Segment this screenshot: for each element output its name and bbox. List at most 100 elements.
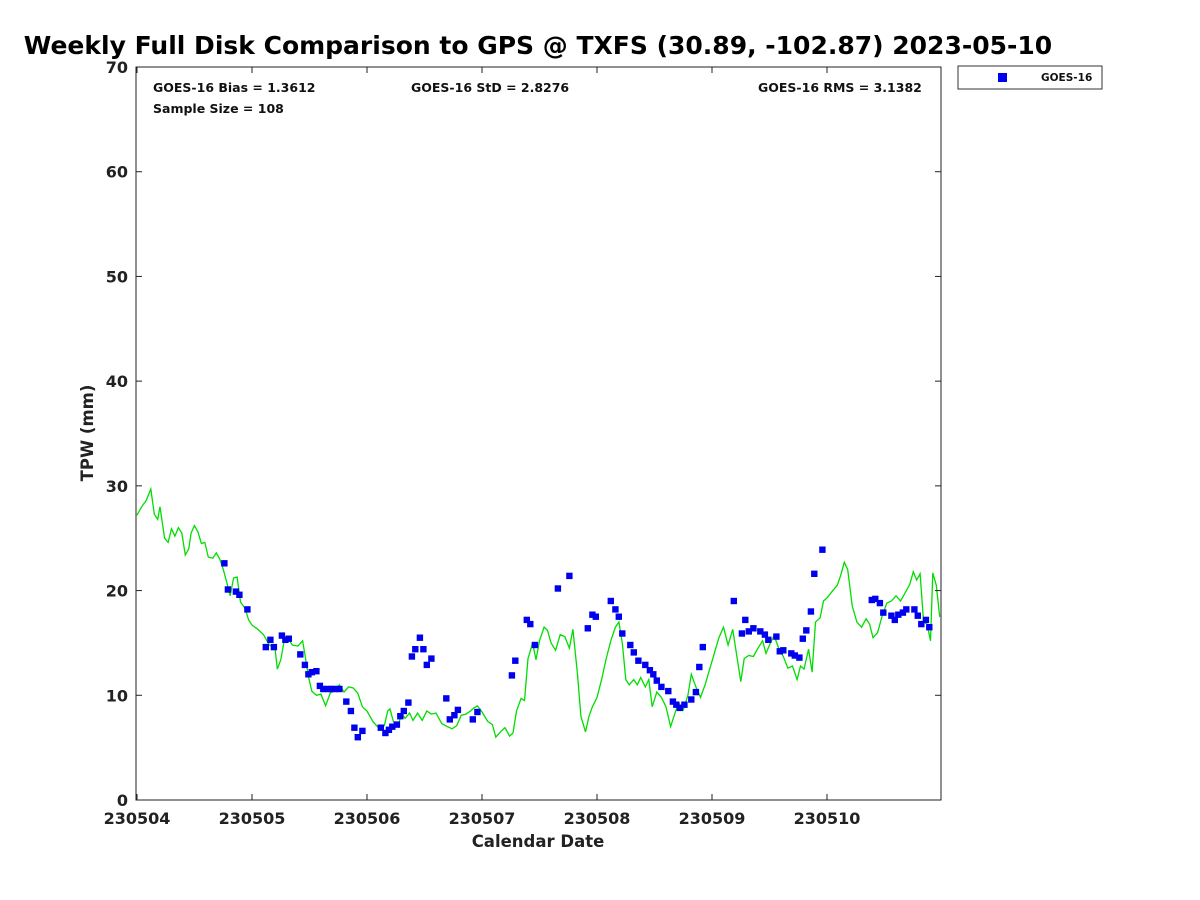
goes16-data-point (742, 616, 749, 624)
goes16-data-point (807, 608, 815, 615)
goes16-data-point (554, 585, 562, 592)
legend-marker-square (998, 73, 1007, 82)
goes16-data-point (316, 682, 324, 690)
goes16-data-point (761, 631, 769, 638)
goes16-data-point (343, 698, 350, 705)
goes16-data-point (688, 696, 695, 703)
goes16-data-point (646, 667, 654, 674)
goes16-data-point (607, 597, 614, 605)
goes16-data-point (584, 625, 591, 632)
goes16-data-point (780, 647, 787, 654)
goes16-data-point (359, 727, 366, 735)
goes16-data-point (773, 633, 780, 640)
goes16-data-point (676, 704, 683, 712)
goes16-data-point (416, 634, 424, 641)
goes16-data-point (757, 628, 764, 635)
goes16-data-point (642, 661, 649, 669)
goes16-data-point (512, 657, 519, 664)
goes16-data-point (750, 625, 757, 632)
goes16-points (221, 546, 933, 741)
goes16-data-point (745, 628, 752, 635)
goes16-data-point (354, 734, 361, 741)
goes16-data-point (799, 635, 806, 642)
goes16-data-point (788, 650, 795, 657)
x-tick-label: 230504 (104, 809, 171, 828)
goes16-data-point (313, 668, 320, 675)
goes16-data-point (408, 653, 416, 660)
goes16-data-point (589, 611, 596, 618)
goes16-data-point (696, 663, 703, 671)
goes16-data-point (423, 661, 430, 669)
x-axis-ticks: 230504 230505 230506 230507 230508 230509 2305… (104, 67, 861, 828)
y-tick-label: 40 (106, 372, 128, 391)
goes16-data-point (412, 646, 419, 653)
y-tick-label: 70 (106, 58, 128, 77)
goes16-data-point (791, 652, 798, 659)
y-tick-label: 30 (106, 477, 128, 496)
goes16-data-point (811, 570, 818, 577)
y-tick-label: 0 (117, 791, 128, 810)
goes16-data-point (420, 646, 427, 653)
goes16-data-point (469, 716, 476, 723)
y-tick-label: 20 (106, 582, 128, 601)
goes16-data-point (566, 572, 573, 580)
goes16-data-point (903, 606, 910, 613)
y-tick-label: 60 (106, 163, 128, 182)
goes16-data-point (527, 620, 534, 628)
goes16-data-point (385, 726, 393, 733)
x-tick-label: 230507 (449, 809, 516, 828)
legend: GOES-16 (957, 65, 1103, 90)
goes16-data-point (615, 613, 622, 620)
goes16-data-point (389, 723, 396, 730)
goes16-data-point (446, 716, 453, 723)
goes16-data-point (612, 606, 619, 613)
goes16-data-point (653, 677, 660, 684)
goes16-data-point (347, 707, 355, 715)
goes16-data-point (796, 654, 803, 661)
goes16-data-point (267, 636, 274, 643)
goes16-data-point (681, 701, 688, 708)
goes16-data-point (301, 661, 309, 669)
goes16-data-point (658, 683, 665, 691)
y-axis-ticks: 0 10 20 30 40 50 60 70 (106, 58, 941, 810)
goes16-data-point (592, 613, 599, 620)
goes16-data-point (880, 609, 887, 616)
goes16-data-point (673, 701, 680, 708)
goes16-data-point (776, 648, 783, 655)
goes16-data-point (297, 651, 304, 658)
y-tick-label: 50 (106, 267, 128, 286)
goes16-data-point (891, 616, 898, 624)
goes16-data-point (619, 630, 626, 637)
goes16-data-point (738, 630, 746, 637)
goes16-data-point (630, 649, 637, 656)
goes16-data-point (262, 643, 269, 651)
goes16-data-point (765, 636, 772, 643)
x-axis-label: Calendar Date (472, 832, 605, 851)
goes16-data-point (320, 685, 327, 693)
x-tick-label: 230509 (679, 809, 746, 828)
std-stat: GOES-16 StD = 2.8276 (411, 80, 569, 95)
goes16-data-point (508, 672, 516, 679)
x-tick-label: 230506 (334, 809, 401, 828)
gps-tpw-line (136, 486, 941, 739)
goes16-data-point (305, 671, 312, 678)
goes16-data-point (669, 698, 677, 705)
goes16-data-point (393, 721, 401, 728)
goes16-data-point (351, 724, 358, 731)
goes16-data-point (888, 612, 895, 619)
plot-area (135, 66, 942, 801)
goes16-data-point (474, 708, 481, 716)
goes16-data-point (278, 632, 286, 639)
x-tick-label: 230510 (794, 809, 861, 828)
goes16-data-point (899, 609, 907, 616)
rms-stat: GOES-16 RMS = 3.1382 (758, 80, 922, 95)
goes16-data-point (692, 688, 700, 696)
goes16-data-point (803, 627, 810, 634)
y-axis-label: TPW (mm) (78, 385, 97, 482)
goes16-data-point (443, 695, 450, 702)
goes16-data-point (531, 641, 539, 649)
goes16-data-point (377, 724, 384, 731)
goes16-data-point (730, 597, 737, 605)
goes16-data-point (236, 591, 243, 598)
